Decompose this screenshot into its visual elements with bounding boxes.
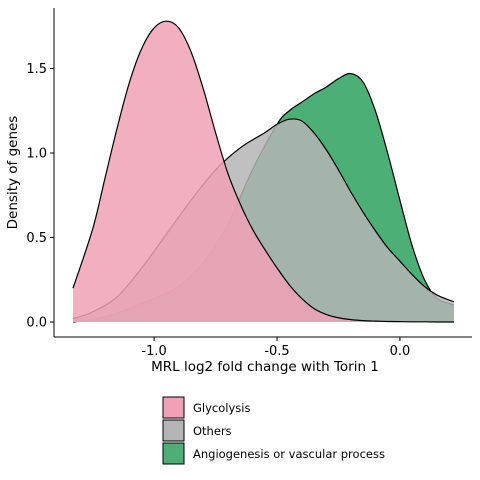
y-tick-label: 0.5 [26, 231, 47, 246]
legend: Glycolysis Others Angiogenesis or vascular… [162, 396, 385, 465]
y-axis-title: Density of genes [5, 116, 21, 230]
legend-label-angiogenesis-or-vascular-process: Angiogenesis or vascular process [193, 447, 385, 461]
y-axis-ticks: 0.0 0.5 1.0 1.5 [26, 62, 54, 331]
y-tick-label: 1.0 [26, 147, 47, 162]
x-tick-label: -1.0 [141, 344, 166, 359]
legend-key-others [162, 419, 185, 442]
legend-label-others: Others [193, 424, 232, 438]
legend-label-glycolysis: Glycolysis [193, 401, 250, 415]
y-tick-label: 1.5 [26, 62, 47, 77]
density-line-glycolysis [72, 20, 454, 323]
density-area-glycolysis [73, 21, 454, 323]
plot-area [72, 20, 455, 323]
y-tick-label: 0.0 [26, 316, 47, 331]
legend-key-glycolysis [162, 396, 185, 419]
x-tick-label: 0.0 [390, 344, 411, 359]
x-axis-title: MRL log2 fold change with Torin 1 [151, 359, 379, 375]
x-tick-label: -0.5 [264, 344, 289, 359]
legend-key-angiogenesis-or-vascular-process [162, 442, 185, 465]
x-axis-ticks: -1.0 -0.5 0.0 [141, 337, 410, 359]
